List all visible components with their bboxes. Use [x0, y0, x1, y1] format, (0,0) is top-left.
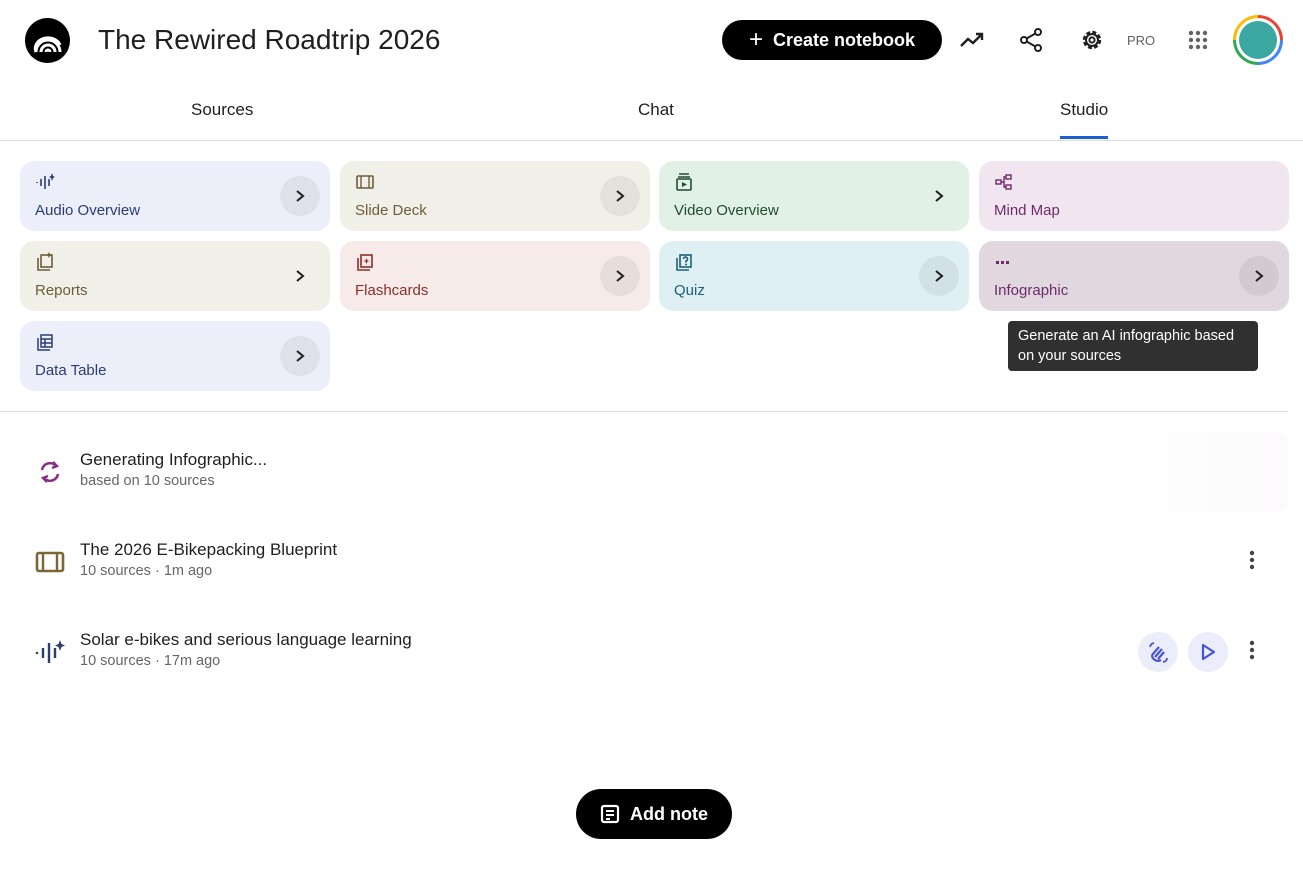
item-title: Solar e-bikes and serious language learn…	[80, 630, 412, 649]
notebook-title[interactable]: The Rewired Roadtrip 2026	[98, 24, 441, 55]
chevron-right-icon[interactable]	[919, 176, 959, 216]
tile-label: Audio Overview	[35, 202, 141, 219]
studio-tile-mind-map[interactable]: Mind Map	[979, 161, 1289, 231]
studio-tile-video-overview[interactable]: Video Overview	[659, 161, 969, 231]
notebooklm-logo[interactable]	[25, 18, 70, 63]
divider	[0, 411, 1288, 412]
tile-label: Reports	[35, 282, 88, 299]
list-item-slide-deck[interactable]: The 2026 E-Bikepacking Blueprint 10 sour…	[0, 520, 1303, 600]
tab-sources[interactable]: Sources	[191, 100, 254, 119]
table-icon	[35, 332, 55, 352]
slides-icon	[34, 548, 66, 576]
tile-label: Quiz	[674, 282, 705, 299]
analytics-icon[interactable]	[958, 26, 986, 54]
loading-placeholder	[1110, 432, 1288, 512]
studio-tile-flashcards[interactable]: Flashcards	[340, 241, 650, 311]
plus-icon: +	[748, 26, 763, 53]
note-icon	[600, 804, 620, 824]
tile-label: Video Overview	[674, 202, 779, 219]
more-options-icon[interactable]	[1240, 638, 1264, 662]
tile-label: Flashcards	[355, 282, 429, 299]
sync-icon	[34, 458, 66, 486]
wave-hand-icon	[1149, 642, 1168, 663]
tile-label: Mind Map	[994, 202, 1060, 219]
settings-gear-icon[interactable]	[1078, 26, 1106, 54]
slides-icon	[355, 172, 375, 192]
tile-label: Infographic	[994, 282, 1069, 299]
infographic-tooltip: Generate an AI infographic based on your…	[1008, 321, 1258, 371]
chevron-right-icon[interactable]	[280, 336, 320, 376]
tab-chat[interactable]: Chat	[638, 100, 674, 119]
item-title: Generating Infographic...	[80, 450, 268, 469]
play-icon	[1201, 643, 1216, 661]
studio-tile-data-table[interactable]: Data Table	[20, 321, 330, 391]
infographic-icon	[994, 252, 1014, 272]
share-icon[interactable]	[1017, 26, 1045, 54]
more-options-icon[interactable]	[1240, 548, 1264, 572]
create-notebook-button[interactable]: + Create notebook	[722, 20, 942, 60]
studio-tile-infographic[interactable]: Infographic	[979, 241, 1289, 311]
pro-badge: PRO	[1127, 33, 1156, 48]
studio-tile-audio-overview[interactable]: Audio Overview	[20, 161, 330, 231]
studio-tile-quiz[interactable]: Quiz	[659, 241, 969, 311]
item-subtitle: 10 sources · 17m ago	[80, 653, 221, 669]
video-icon	[674, 172, 694, 192]
mind-map-icon	[994, 172, 1014, 192]
list-item-audio[interactable]: Solar e-bikes and serious language learn…	[0, 610, 1303, 690]
quiz-icon	[674, 252, 694, 272]
add-note-button[interactable]: Add note	[576, 789, 732, 839]
chevron-right-icon[interactable]	[280, 176, 320, 216]
tile-label: Data Table	[35, 362, 107, 379]
play-button[interactable]	[1188, 632, 1228, 672]
apps-grid-icon[interactable]	[1184, 26, 1212, 54]
flashcards-icon	[355, 252, 375, 272]
tab-studio[interactable]: Studio	[1060, 100, 1109, 139]
interactive-mode-button[interactable]	[1138, 632, 1178, 672]
item-subtitle: 10 sources · 1m ago	[80, 563, 213, 579]
studio-tile-reports[interactable]: Reports	[20, 241, 330, 311]
audio-waveform-icon	[35, 172, 55, 192]
chevron-right-icon[interactable]	[600, 176, 640, 216]
list-item-generating[interactable]: Generating Infographic... based on 10 so…	[0, 430, 1303, 510]
audio-waveform-icon	[34, 638, 66, 666]
chevron-right-icon[interactable]	[600, 256, 640, 296]
reports-icon	[35, 252, 55, 272]
studio-tile-slide-deck[interactable]: Slide Deck	[340, 161, 650, 231]
chevron-right-icon[interactable]	[919, 256, 959, 296]
chevron-right-icon[interactable]	[280, 256, 320, 296]
account-avatar[interactable]	[1233, 15, 1283, 65]
tab-bar: Sources Chat Studio	[0, 80, 1303, 141]
chevron-right-icon[interactable]	[1239, 256, 1279, 296]
tile-label: Slide Deck	[355, 202, 427, 219]
item-subtitle: based on 10 sources	[80, 473, 215, 489]
item-title: The 2026 E-Bikepacking Blueprint	[80, 540, 338, 559]
